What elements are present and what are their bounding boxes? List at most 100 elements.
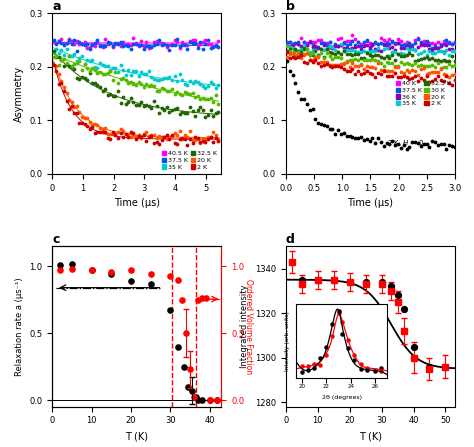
- Point: [283, 58, 291, 65]
- Point: [394, 292, 401, 299]
- Point: [91, 130, 99, 137]
- Point: [114, 39, 122, 46]
- Point: [309, 46, 316, 53]
- Point: [369, 41, 376, 48]
- Point: [130, 34, 137, 42]
- Point: [397, 41, 405, 48]
- Point: [89, 124, 96, 131]
- Point: [125, 79, 132, 86]
- Point: [451, 76, 459, 83]
- Point: [434, 44, 442, 51]
- Point: [53, 52, 60, 59]
- Point: [366, 49, 374, 56]
- Point: [300, 44, 308, 51]
- Point: [414, 63, 422, 70]
- Point: [204, 41, 212, 48]
- Point: [171, 130, 178, 137]
- Point: [158, 133, 165, 140]
- Point: [184, 45, 191, 52]
- Point: [423, 40, 430, 47]
- Point: [443, 58, 450, 65]
- Point: [340, 60, 347, 67]
- Point: [437, 48, 445, 55]
- Point: [406, 143, 413, 151]
- Point: [297, 34, 305, 41]
- Point: [357, 55, 365, 62]
- Point: [184, 141, 191, 148]
- Point: [397, 37, 405, 44]
- Point: [81, 60, 88, 67]
- Point: [411, 59, 419, 66]
- Point: [206, 396, 213, 404]
- Point: [303, 101, 310, 108]
- Point: [314, 119, 322, 127]
- Point: [214, 396, 221, 404]
- Point: [60, 62, 68, 69]
- Point: [369, 52, 376, 59]
- Text: c: c: [52, 233, 60, 246]
- Point: [374, 47, 382, 54]
- Point: [352, 70, 359, 77]
- Point: [65, 63, 73, 70]
- Point: [107, 131, 114, 138]
- Point: [377, 39, 385, 46]
- Point: [383, 139, 391, 146]
- Point: [155, 132, 163, 139]
- Point: [355, 57, 362, 64]
- Point: [311, 115, 319, 122]
- Point: [317, 45, 325, 52]
- Point: [94, 64, 101, 71]
- Point: [414, 51, 422, 58]
- Point: [411, 72, 419, 80]
- Point: [380, 142, 388, 149]
- Point: [426, 70, 433, 77]
- Point: [112, 92, 119, 99]
- Point: [298, 276, 306, 283]
- Point: [78, 66, 86, 73]
- Point: [394, 73, 402, 80]
- Point: [328, 43, 336, 51]
- Point: [76, 57, 83, 64]
- Point: [158, 84, 165, 91]
- Point: [306, 51, 313, 58]
- Point: [65, 97, 73, 104]
- Point: [392, 39, 399, 46]
- Point: [383, 52, 391, 59]
- Point: [202, 295, 210, 302]
- Point: [73, 60, 81, 67]
- Point: [426, 143, 433, 150]
- Point: [377, 67, 385, 74]
- Point: [112, 41, 119, 48]
- Point: [63, 39, 70, 46]
- Point: [443, 72, 450, 79]
- Point: [423, 51, 430, 58]
- Point: [204, 136, 212, 143]
- Point: [215, 81, 222, 89]
- Point: [331, 62, 339, 69]
- Point: [122, 71, 129, 78]
- Point: [168, 106, 176, 114]
- Point: [343, 42, 351, 49]
- Point: [194, 135, 201, 143]
- Point: [377, 70, 385, 77]
- Point: [392, 70, 399, 77]
- Point: [311, 43, 319, 50]
- Point: [369, 56, 376, 63]
- Point: [119, 38, 127, 46]
- Point: [143, 128, 150, 135]
- Point: [55, 50, 63, 57]
- Point: [314, 44, 322, 51]
- Point: [158, 75, 165, 82]
- Point: [292, 51, 299, 59]
- Point: [328, 126, 336, 133]
- Point: [442, 363, 449, 370]
- Point: [194, 44, 201, 51]
- Point: [328, 45, 336, 52]
- Point: [191, 112, 199, 119]
- Point: [117, 76, 124, 83]
- Point: [323, 59, 330, 66]
- Point: [114, 80, 122, 87]
- Point: [420, 77, 428, 84]
- Point: [317, 63, 325, 70]
- Point: [68, 102, 75, 109]
